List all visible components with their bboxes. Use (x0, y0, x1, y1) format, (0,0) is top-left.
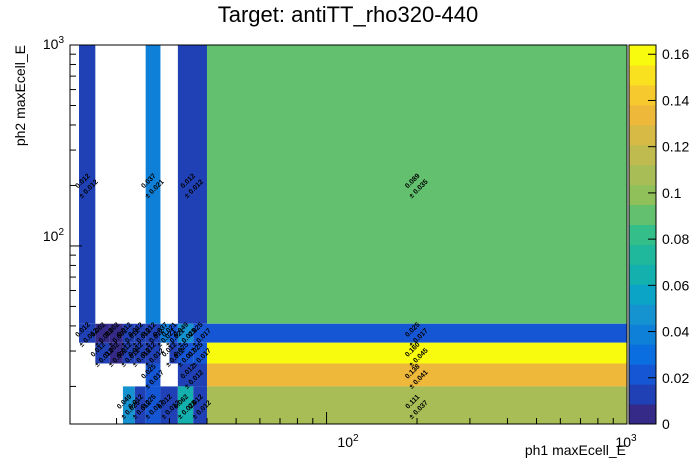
heatmap-cell (109, 323, 123, 343)
heatmap-cell (206, 45, 627, 324)
color-scale-swatch (629, 364, 656, 385)
heatmap-cell (177, 386, 194, 424)
color-scale-swatch (629, 384, 656, 405)
heatmap-cell (134, 323, 146, 343)
color-scale-tick-label: 0.16 (662, 46, 689, 62)
color-scale-swatch (629, 264, 656, 285)
color-scale-tick-label: 0 (662, 416, 670, 432)
color-scale-swatch (629, 344, 656, 365)
color-scale-tick-label: 0.1 (662, 185, 682, 201)
heatmap-cell (79, 323, 96, 343)
x-axis-ticks (116, 412, 628, 424)
color-scale-swatch (629, 284, 656, 305)
color-scale-tick-label: 0.06 (662, 277, 689, 293)
heatmap-cell (193, 342, 207, 364)
color-scale-swatch (629, 64, 656, 86)
color-scale-frame (628, 44, 657, 425)
heatmap-cell (193, 323, 207, 343)
color-scale (629, 45, 656, 425)
color-scale-swatch (629, 244, 656, 265)
heatmap-cell (134, 386, 146, 424)
x-axis-title: ph1 maxEcell_E (525, 442, 626, 458)
color-scale-swatch (629, 124, 656, 146)
heatmap-cell (177, 342, 194, 364)
heatmap-cell (169, 342, 178, 364)
heatmap-cell (95, 323, 110, 343)
heatmap-cell (145, 45, 161, 324)
color-scale-tick-label: 0.08 (662, 231, 689, 247)
heatmap-cell (122, 342, 135, 364)
color-scale-swatch (629, 104, 656, 126)
heatmap-cell (206, 342, 627, 364)
heatmap-cell (95, 342, 110, 364)
heatmap-cell (79, 45, 96, 324)
y-axis-ticks (70, 44, 82, 387)
color-scale-swatch (629, 84, 656, 106)
heatmap-cell (122, 386, 135, 424)
x-tick-label-100: 102 (337, 433, 359, 450)
heatmap-cell (134, 342, 146, 364)
heatmap-cell (122, 323, 135, 343)
color-scale-swatch (629, 45, 656, 66)
color-scale-swatch (629, 404, 656, 425)
color-scale-ticks: 0 0.02 0.04 0.06 0.08 0.1 0.12 0.14 0.16 (648, 46, 689, 432)
heatmap-cell (206, 323, 627, 343)
color-scale-swatch (629, 184, 656, 206)
heatmap-cell (206, 363, 627, 387)
color-scale-tick-label: 0.04 (662, 324, 689, 340)
heatmap-cells (79, 45, 627, 424)
color-scale-swatch (629, 144, 656, 166)
y-tick-label-1000: 103 (43, 35, 65, 52)
plot-frame (69, 44, 628, 425)
heatmap-cell (109, 342, 123, 364)
chart-title: Target: antiTT_rho320-440 (218, 2, 479, 27)
heatmap-cell (145, 342, 161, 364)
heatmap-cell (145, 363, 161, 387)
heatmap-cell (169, 323, 178, 343)
color-scale-swatch (629, 324, 656, 345)
heatmap-cell (145, 386, 161, 424)
heatmap-cell (160, 386, 178, 424)
heatmap-cell (177, 323, 194, 343)
color-scale-swatch (629, 204, 656, 226)
color-scale-tick-label: 0.02 (662, 370, 689, 386)
heatmap-cell (193, 386, 207, 424)
heatmap-cell (160, 323, 170, 343)
heatmap-cell (177, 363, 207, 387)
color-scale-tick-label: 0.14 (662, 92, 689, 108)
color-scale-swatch (629, 224, 656, 245)
heatmap-cell (145, 323, 161, 343)
color-scale-tick-label: 0.12 (662, 139, 689, 155)
color-scale-swatch (629, 164, 656, 186)
y-tick-label-100: 102 (43, 227, 65, 244)
heatmap-cell (206, 386, 627, 424)
color-scale-swatch (629, 304, 656, 325)
heatmap-cell-labels: 0.012± 0.012 0.037± 0.021 0.012± 0.012 0.08… (74, 173, 429, 421)
heatmap-cell (177, 45, 207, 324)
y-axis-title: ph2 maxEcell_E (12, 45, 28, 146)
